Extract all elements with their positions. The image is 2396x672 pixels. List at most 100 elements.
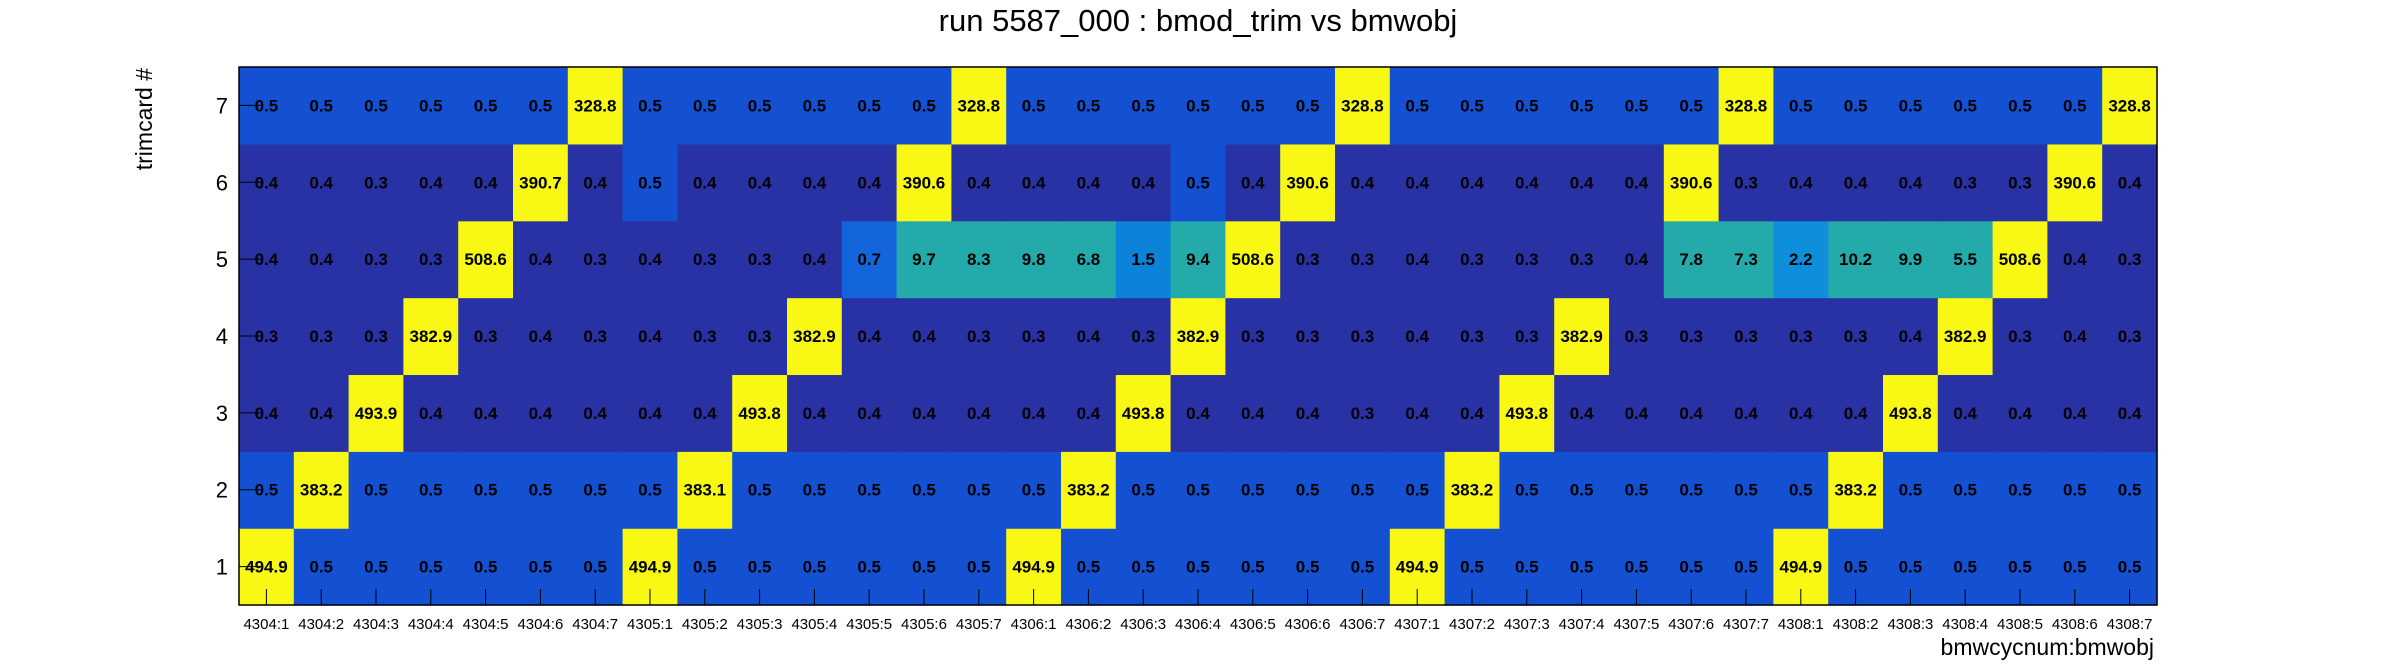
cell-value-label: 9.7 <box>912 250 936 269</box>
cell-value-label: 0.4 <box>1405 173 1429 192</box>
cell-value-label: 0.4 <box>693 404 717 423</box>
cell-value-label: 0.3 <box>1515 327 1539 346</box>
heatmap-cell <box>1828 67 1884 145</box>
heatmap-cell <box>1883 451 1939 529</box>
cell-value-label: 9.9 <box>1899 250 1923 269</box>
x-tick-label: 4306:7 <box>1339 616 1385 633</box>
heatmap-cell <box>1335 220 1391 299</box>
cell-value-label: 494.9 <box>245 558 288 577</box>
x-tick-label: 4304:6 <box>517 616 563 633</box>
cell-value-label: 0.4 <box>309 173 333 192</box>
cell-value-label: 0.5 <box>1625 96 1649 115</box>
heatmap-cell <box>1115 297 1172 376</box>
heatmap-cell <box>2102 220 2158 299</box>
cell-value-label: 0.4 <box>1625 250 1649 269</box>
cell-value-label: 0.4 <box>1899 327 1923 346</box>
cell-value-label: 0.5 <box>1625 558 1649 577</box>
heatmap-cell <box>787 67 843 145</box>
cell-value-label: 0.5 <box>583 481 607 500</box>
cell-value-label: 0.4 <box>2008 404 2032 423</box>
x-tick-label: 4308:2 <box>1833 616 1879 633</box>
cell-value-label: 0.4 <box>1077 327 1101 346</box>
cell-value-label: 383.1 <box>684 481 727 500</box>
cell-value-label: 0.4 <box>1241 404 1265 423</box>
heatmap-cell <box>1937 374 1994 452</box>
cell-value-label: 0.5 <box>803 96 827 115</box>
cell-value-label: 0.3 <box>364 250 388 269</box>
heatmap-cell <box>1335 451 1391 529</box>
cell-value-label: 0.5 <box>2118 558 2142 577</box>
cell-value-label: 0.5 <box>748 96 772 115</box>
cell-value-label: 1.5 <box>1131 250 1155 269</box>
cell-value-label: 494.9 <box>629 558 672 577</box>
heatmap-cell <box>1883 220 1939 299</box>
cell-value-label: 0.4 <box>1405 327 1429 346</box>
heatmap-cell <box>293 67 350 145</box>
heatmap-cell <box>1389 67 1446 145</box>
heatmap-cell <box>513 297 569 376</box>
cell-value-label: 0.5 <box>1186 481 1210 500</box>
cell-value-label: 328.8 <box>1725 96 1768 115</box>
cell-value-label: 0.5 <box>1953 481 1977 500</box>
heatmap-cell <box>1828 220 1884 299</box>
heatmap-cell <box>1828 143 1884 222</box>
cell-value-label: 0.4 <box>912 404 936 423</box>
cell-value-label: 0.4 <box>638 327 662 346</box>
cell-value-label: 390.6 <box>1670 173 1713 192</box>
cell-value-label: 0.3 <box>1351 404 1375 423</box>
heatmap-cell <box>787 451 843 529</box>
cell-value-label: 493.8 <box>738 404 781 423</box>
heatmap-cell <box>622 67 678 145</box>
heatmap-cell <box>1937 297 1994 376</box>
heatmap-cell <box>403 451 459 529</box>
heatmap-cell <box>896 67 952 145</box>
cell-value-label: 0.3 <box>967 327 991 346</box>
x-tick-label: 4306:6 <box>1285 616 1331 633</box>
heatmap-cell <box>677 220 733 299</box>
cell-value-label: 0.5 <box>1131 96 1155 115</box>
x-tick-label: 4304:5 <box>463 616 509 633</box>
x-tick-label: 4305:2 <box>682 616 728 633</box>
heatmap-cell <box>1006 143 1062 222</box>
heatmap-cell <box>1718 297 1774 376</box>
cell-value-label: 7.8 <box>1679 250 1703 269</box>
heatmap-cell <box>732 220 788 299</box>
heatmap-cell <box>2102 67 2158 145</box>
cell-value-label: 0.5 <box>912 558 936 577</box>
cell-value-label: 0.5 <box>309 96 333 115</box>
cell-value-label: 508.6 <box>1232 250 1275 269</box>
heatmap-cell <box>622 297 678 376</box>
heatmap-cell <box>1115 143 1172 222</box>
heatmap-cell <box>567 297 624 376</box>
cell-value-label: 0.3 <box>693 250 717 269</box>
heatmap-cell <box>1225 297 1281 376</box>
cell-value-label: 328.8 <box>1341 96 1384 115</box>
cell-value-label: 0.5 <box>1734 481 1758 500</box>
x-tick-label: 4306:4 <box>1175 616 1221 633</box>
cell-value-label: 0.5 <box>1844 96 1868 115</box>
cell-value-label: 0.3 <box>255 327 279 346</box>
cell-value-label: 0.3 <box>419 250 443 269</box>
x-tick-label: 4305:3 <box>737 616 783 633</box>
cell-value-label: 0.5 <box>255 96 279 115</box>
cell-value-label: 0.5 <box>1186 96 1210 115</box>
cell-value-label: 0.3 <box>1625 327 1649 346</box>
heatmap-cell <box>951 67 1007 145</box>
cell-value-label: 0.5 <box>2008 96 2032 115</box>
cell-value-label: 0.5 <box>857 558 881 577</box>
heatmap-cell <box>1280 451 1336 529</box>
cell-value-label: 0.4 <box>803 404 827 423</box>
cell-value-label: 0.5 <box>1679 481 1703 500</box>
heatmap-cell <box>1499 297 1555 376</box>
heatmap-cell <box>293 374 350 452</box>
heatmap-cell <box>1937 143 1994 222</box>
heatmap-cell <box>1280 67 1336 145</box>
cell-value-label: 0.3 <box>2118 327 2142 346</box>
cell-value-label: 0.4 <box>638 250 662 269</box>
cell-value-label: 0.4 <box>1844 404 1868 423</box>
cell-value-label: 0.4 <box>1186 404 1210 423</box>
cell-value-label: 0.3 <box>1679 327 1703 346</box>
cell-value-label: 0.5 <box>1789 481 1813 500</box>
cell-value-label: 0.5 <box>1789 96 1813 115</box>
